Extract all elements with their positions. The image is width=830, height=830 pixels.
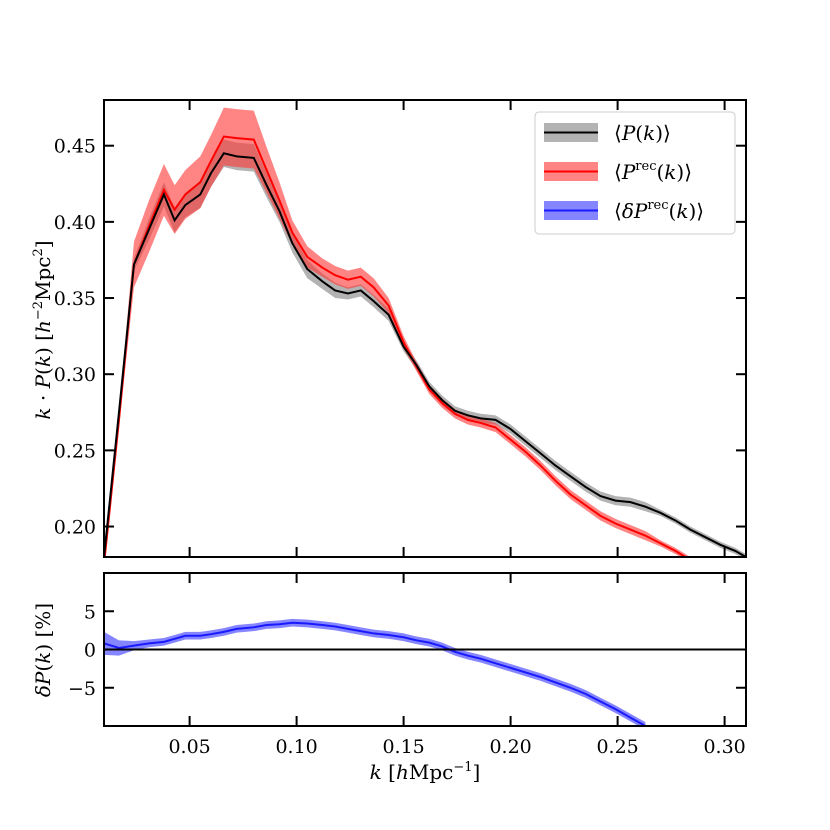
legend-entry-Prec: ⟨Prec(k)⟩ xyxy=(544,159,692,184)
main-y-tick-label: 0.45 xyxy=(54,136,96,158)
legend: ⟨P(k)⟩ ⟨Prec(k)⟩ ⟨δPrec(k)⟩ xyxy=(534,111,736,235)
ratio-x-tick-label: 0.15 xyxy=(382,736,424,758)
ratio-x-ticks: 0.05 0.10 0.15 0.20 0.25 0.30 xyxy=(168,573,746,758)
ratio-x-tick-label: 0.20 xyxy=(489,736,531,758)
ratio-y-tick-label: 5 xyxy=(84,601,96,623)
main-y-axis-label: k · P(k) [h−2Mpc2] xyxy=(31,240,55,419)
x-axis-label: k [hMpc−1] xyxy=(370,760,481,784)
legend-label-dPrec: ⟨δPrec(k)⟩ xyxy=(614,198,704,223)
legend-label-Prec: ⟨Prec(k)⟩ xyxy=(614,159,692,184)
main-frame xyxy=(103,99,747,558)
ratio-y-tick-label: 0 xyxy=(84,640,96,662)
ratio-x-tick-label: 0.05 xyxy=(168,736,210,758)
main-y-tick-label: 0.35 xyxy=(54,288,96,310)
ratio-x-tick-label: 0.25 xyxy=(596,736,638,758)
main-y-tick-label: 0.20 xyxy=(54,517,96,539)
main-y-tick-label: 0.30 xyxy=(54,364,96,386)
legend-label-P: ⟨P(k)⟩ xyxy=(614,121,671,145)
main-y-tick-label: 0.25 xyxy=(54,440,96,462)
ratio-y-ticks: −5 0 5 xyxy=(68,601,746,700)
main-y-ticks: 0.20 0.25 0.30 0.35 0.40 0.45 xyxy=(54,136,746,539)
line-dPrec xyxy=(104,621,646,726)
main-x-ticks xyxy=(188,100,726,557)
ratio-x-tick-label: 0.10 xyxy=(275,736,317,758)
band-dPrec xyxy=(104,618,646,726)
main-y-tick-label: 0.40 xyxy=(54,212,96,234)
ratio-y-tick-label: −5 xyxy=(68,678,96,700)
main-panel: 0.20 0.25 0.30 0.35 0.40 0.45 k · P(k) [h−2Mp… xyxy=(31,99,747,558)
line-P xyxy=(104,152,746,557)
ratio-panel: 0.05 0.10 0.15 0.20 0.25 0.30 −505 δP(k) [%] … xyxy=(31,572,747,784)
ratio-x-tick-label: 0.30 xyxy=(703,736,745,758)
ratio-y-axis-label: δP(k) [%] xyxy=(31,603,55,697)
legend-entry-P: ⟨P(k)⟩ xyxy=(544,121,671,145)
legend-entry-dPrec: ⟨δPrec(k)⟩ xyxy=(544,198,704,223)
